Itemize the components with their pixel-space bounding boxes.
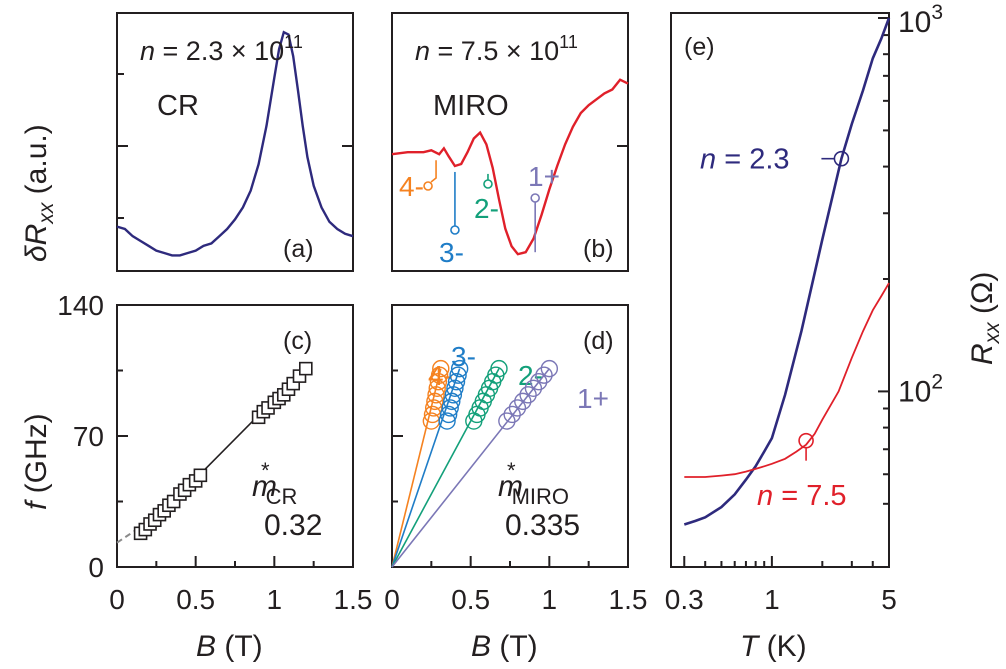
miro-data-point [443,392,461,411]
x-tick-label: 1 [267,584,283,615]
miro-data-point [429,373,448,391]
panel-b-density: n = 7.5 × 1011 [415,32,578,66]
miro-data-point [524,379,543,397]
miro-data-point [519,386,537,404]
miro-data-point [498,412,516,430]
x-tick-label: 0.5 [451,584,490,615]
y-axis-title-right: Rxx (Ω) [966,272,1004,365]
curve-label-n2p3: n = 2.3 [700,144,790,176]
miro-marker-label: 4- [399,171,424,202]
x-tick-label: 1 [764,584,780,615]
panel-d-mass-value: 0.335 [505,509,580,542]
miro-data-point [432,359,450,378]
x-tick-label: 1.5 [334,584,373,615]
x-tick-label: 1 [542,584,558,615]
miro-series-label: 2- [518,360,543,391]
x-axis-title-right: T (K) [740,630,807,663]
panel-d-label: (d) [583,327,614,355]
miro-fan-series: 4-3- 2- 1+ [391,341,609,568]
y-axis-title-top: δRxx (a.u.) [20,124,58,262]
x-tick-label: 0 [109,584,125,615]
panel-a: n = 2.3 × 1011 CR (a) [116,12,354,272]
miro-marker-label: 3- [439,237,464,268]
panel-d-mass: m* MIRO [498,458,569,509]
miro-data-point [427,386,445,404]
panel-b-method: MIRO [433,90,509,122]
x-tick-label: 5 [881,584,897,615]
curve-label-marker [833,150,850,167]
panel-e-label: (e) [684,33,715,61]
panel-b: 4- 3- 2- 1+ n = 7.5 × 1011 MIRO (b) [391,12,629,272]
miro-data-point [535,366,553,384]
panel-c-mass-value: 0.32 [264,509,322,542]
miro-marker-stem [430,160,437,183]
miro-marker-label: 2- [474,193,499,224]
panel-a-label: (a) [283,235,314,263]
miro-series-label: 3- [451,341,476,372]
miro-series-label: 4- [428,360,453,391]
miro-marker-circle [530,193,540,203]
panel-d-ticks: 0 0.5 1 1.5 [384,304,648,615]
miro-data-point [430,366,449,384]
cr-data-point [193,468,208,483]
x-tick-label: 0.3 [665,584,704,615]
miro-data-point [447,373,466,391]
miro-data-point [446,379,464,397]
y-tick-label: 0 [88,552,104,583]
miro-data-point [426,392,444,411]
miro-marker-circle [450,225,460,235]
x-axis-title-left: B (T) [196,630,263,663]
miro-data-point [439,405,458,424]
panel-c-label: (c) [283,327,312,355]
miro-data-point [450,359,469,378]
rxx-curve-n2p3 [683,17,891,526]
x-tick-label: 1.5 [609,584,648,615]
miro-data-point [490,359,508,378]
panel-e: 0.3 1 5 103 102 n = 2.3 n = 7.5 (e) [665,1,943,615]
panel-c-ticks: 0 0.5 1 1.5 0 70 140 [57,290,372,615]
x-tick-label: 0.5 [176,584,215,615]
miro-data-point [438,412,456,430]
panel-e-frame [670,12,890,568]
miro-data-point [503,405,521,424]
panel-c: 0 0.5 1 1.5 0 70 140 (c) m* CR 0.32 [57,290,372,615]
panel-b-label: (b) [583,235,614,263]
rxx-curve-n7p5 [684,282,890,478]
panel-e-ticks: 0.3 1 5 103 102 [665,1,943,615]
miro-data-point [530,373,548,391]
panel-d: 0 0.5 1 1.5 4-3- 2- 1+ (d) m* MIRO 0.335 [384,304,648,615]
miro-data-point [514,392,532,411]
miro-marker-circle [423,181,433,191]
miro-series-label: 1+ [577,383,609,414]
miro-trace-line [391,78,629,256]
panel-c-mass: m* CR [252,458,297,509]
cr-data-point [298,361,313,376]
miro-markers: 4- 3- 2- 1+ [399,160,560,268]
cr-data-points [133,361,313,541]
x-tick-label: 0 [384,584,400,615]
miro-marker-circle [483,179,493,189]
miro-data-point [444,386,463,404]
miro-fan-line [391,368,461,568]
panel-e-curve-labels: n = 2.3 n = 7.5 [700,144,850,512]
panel-b-frame [391,12,629,272]
miro-data-point [449,366,467,384]
miro-data-point [428,379,446,397]
panel-a-frame [116,12,354,272]
panel-a-method: CR [157,90,199,122]
y-axis-title-bottom: f (GHz) [20,413,53,510]
curve-label-n7p5: n = 7.5 [757,480,847,512]
cr-trace-line [116,30,354,257]
y-tick-label: 103 [898,1,943,39]
miro-marker-label: 1+ [528,161,560,192]
y-tick-label: 70 [73,421,104,452]
panel-a-density: n = 2.3 × 1011 [140,32,303,66]
miro-data-point [508,399,527,417]
miro-data-point [441,399,459,417]
miro-data-point [540,359,559,378]
x-axis-title-mid: B (T) [471,630,538,663]
y-tick-label: 140 [57,290,104,321]
y-tick-label: 102 [898,370,943,408]
